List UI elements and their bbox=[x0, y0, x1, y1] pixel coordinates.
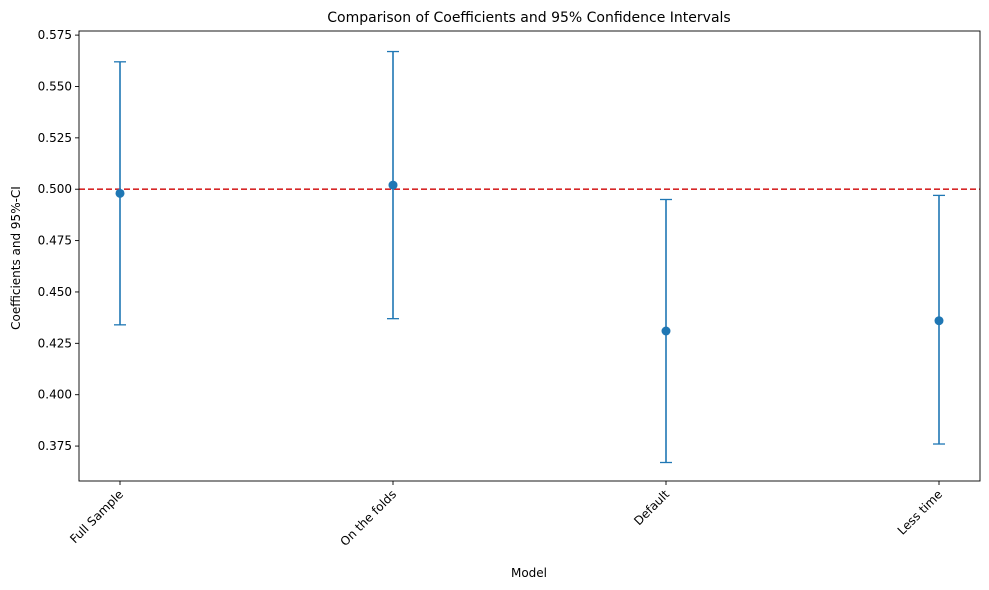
y-tick-label: 0.375 bbox=[38, 439, 72, 453]
y-tick-label: 0.500 bbox=[38, 182, 72, 196]
y-axis-label: Coefficients and 95%-CI bbox=[9, 186, 23, 330]
coefficient-point bbox=[661, 326, 671, 336]
x-tick-label: Less time bbox=[895, 487, 945, 537]
plot-area: 0.375 0.400 0.425 0.450 0.475 0.500 0.525 0.550… bbox=[38, 28, 981, 549]
chart-title: Comparison of Coefficients and 95% Confi… bbox=[327, 10, 730, 26]
x-axis-label: Model bbox=[511, 566, 547, 580]
x-tick-label: Full Sample bbox=[67, 487, 126, 546]
axes-frame bbox=[78, 30, 981, 482]
y-tick-label: 0.550 bbox=[38, 79, 72, 93]
y-tick-label: 0.575 bbox=[38, 28, 72, 42]
y-tick-label: 0.475 bbox=[38, 234, 72, 248]
y-tick-label: 0.450 bbox=[38, 285, 72, 299]
x-tick-label: On the folds bbox=[337, 487, 399, 549]
y-tick-label: 0.425 bbox=[38, 336, 72, 350]
coefficient-point bbox=[388, 180, 398, 190]
y-tick-label: 0.525 bbox=[38, 131, 72, 145]
coefficient-point bbox=[115, 188, 125, 198]
x-tick-label: Default bbox=[631, 487, 672, 528]
coefficient-point bbox=[934, 316, 944, 326]
y-tick-label: 0.400 bbox=[38, 388, 72, 402]
